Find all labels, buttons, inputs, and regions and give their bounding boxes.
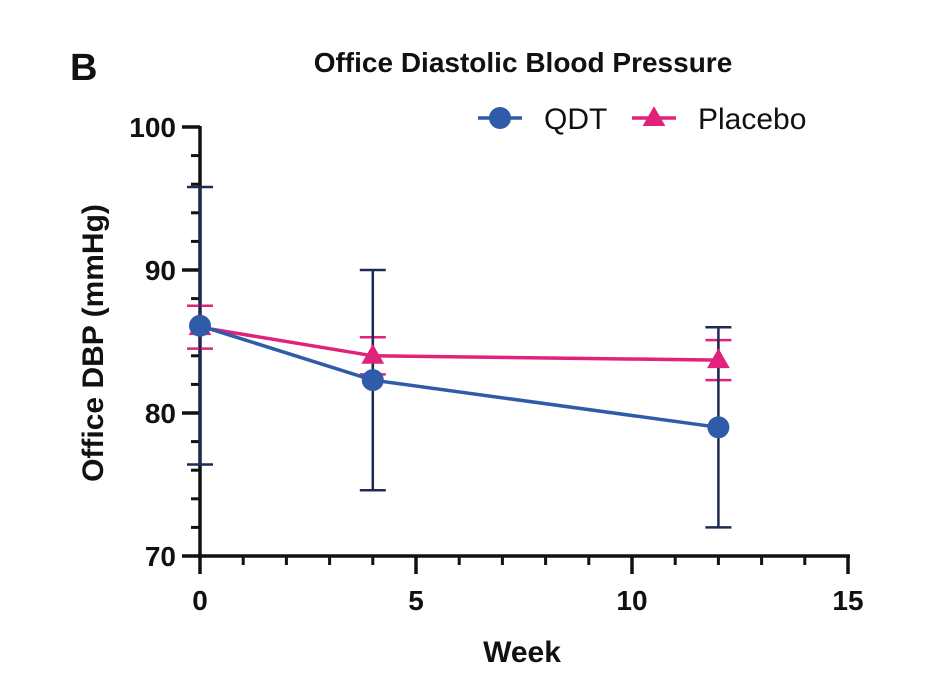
legend-label-placebo: Placebo: [698, 103, 806, 136]
legend: QDT Placebo: [478, 103, 806, 136]
y-tick-label: 90: [145, 255, 176, 286]
chart-title: Office Diastolic Blood Pressure: [314, 47, 733, 78]
marker-placebo: [642, 106, 666, 126]
axes: 0 5 10 15 70 80 90 100: [129, 112, 863, 616]
series-markers: [188, 314, 730, 439]
x-tick-label: 0: [192, 585, 208, 616]
marker-qdt: [189, 314, 211, 337]
y-tick-label: 70: [145, 541, 176, 572]
x-axis-label: Week: [483, 636, 561, 669]
marker-qdt: [707, 416, 730, 439]
y-tick-label: 100: [129, 112, 176, 143]
marker-placebo: [361, 344, 385, 364]
panel-label: B: [70, 47, 97, 89]
marker-qdt: [361, 369, 384, 392]
x-tick-label: 5: [408, 585, 424, 616]
legend-label-qdt: QDT: [544, 103, 607, 136]
x-tick-label: 15: [832, 585, 863, 616]
series-lines: [199, 324, 719, 430]
x-tick-label: 10: [616, 585, 647, 616]
marker-qdt: [489, 107, 511, 129]
y-axis-label: Office DBP (mmHg): [77, 204, 110, 482]
series-line-placebo: [199, 325, 719, 362]
y-tick-label: 80: [145, 398, 176, 429]
marker-placebo: [707, 348, 730, 369]
